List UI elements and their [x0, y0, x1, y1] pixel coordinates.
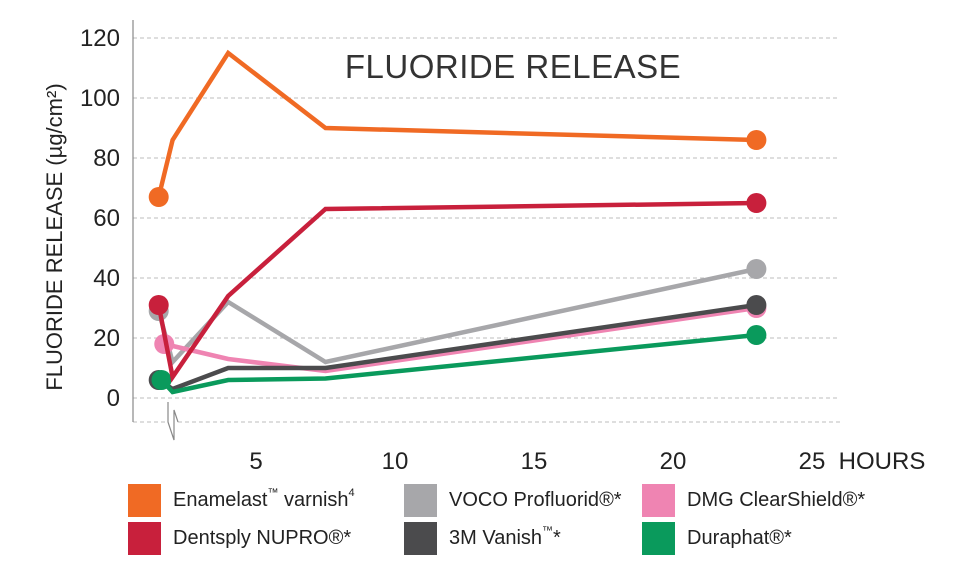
series-line [159, 332, 757, 395]
series-layer [148, 49, 767, 395]
y-tick-label: 100 [80, 85, 120, 112]
y-tick-label: 0 [107, 385, 120, 412]
series-line [156, 200, 757, 383]
y-tick-label: 80 [93, 145, 120, 172]
legend-item: DMG ClearShield®* [642, 484, 865, 517]
legend-item: Enamelast™ varnish4 [128, 484, 355, 517]
legend-item: Dentsply NUPRO®* [128, 522, 351, 555]
x-tick-label: 10 [382, 448, 409, 475]
legend-swatch [404, 484, 437, 517]
legend-swatch [642, 522, 675, 555]
legend-label: Enamelast™ varnish4 [173, 487, 355, 511]
legend-item: 3M Vanish™* [404, 522, 561, 555]
legend-label: VOCO Profluorid®* [449, 489, 622, 511]
data-point-marker [746, 193, 767, 213]
legend-item: VOCO Profluorid®* [404, 484, 622, 517]
y-tick-label: 60 [93, 205, 120, 232]
axis-break-marker [167, 402, 179, 441]
legend-label: 3M Vanish™* [449, 525, 561, 549]
data-point-marker [148, 187, 169, 207]
legend-label: Duraphat®* [687, 527, 792, 549]
y-axis-label: FLUORIDE RELEASE (µg/cm²) [42, 83, 67, 390]
series-line [156, 49, 757, 198]
legend-swatch [404, 522, 437, 555]
legend-swatch [128, 522, 161, 555]
data-point-marker [151, 370, 172, 390]
legend-swatch [642, 484, 675, 517]
legend-item: Duraphat®* [642, 522, 792, 555]
y-tick-label: 20 [93, 325, 120, 352]
x-tick-label: 25 [799, 448, 826, 475]
data-point-marker [746, 295, 767, 315]
legend-label: Dentsply NUPRO®* [173, 527, 352, 549]
x-tick-label: 15 [521, 448, 548, 475]
data-point-marker [148, 295, 169, 315]
chart-title: FLUORIDE RELEASE [345, 48, 681, 85]
series-line [163, 305, 757, 374]
data-point-marker [746, 130, 767, 150]
series-line [157, 302, 757, 392]
data-point-marker [746, 325, 767, 345]
x-tick-label: 20 [660, 448, 687, 475]
data-point-marker [746, 259, 767, 279]
x-axis-label: HOURS [839, 448, 926, 475]
tick-labels: 0 20 40 60 80 100 120 5 10 15 20 25 HOURS [80, 25, 925, 475]
x-tick-label: 5 [249, 448, 262, 475]
legend-swatch [128, 484, 161, 517]
y-tick-label: 40 [93, 265, 120, 292]
y-tick-label: 120 [80, 25, 120, 52]
axes [132, 20, 179, 441]
legend-label: DMG ClearShield®* [687, 489, 866, 511]
